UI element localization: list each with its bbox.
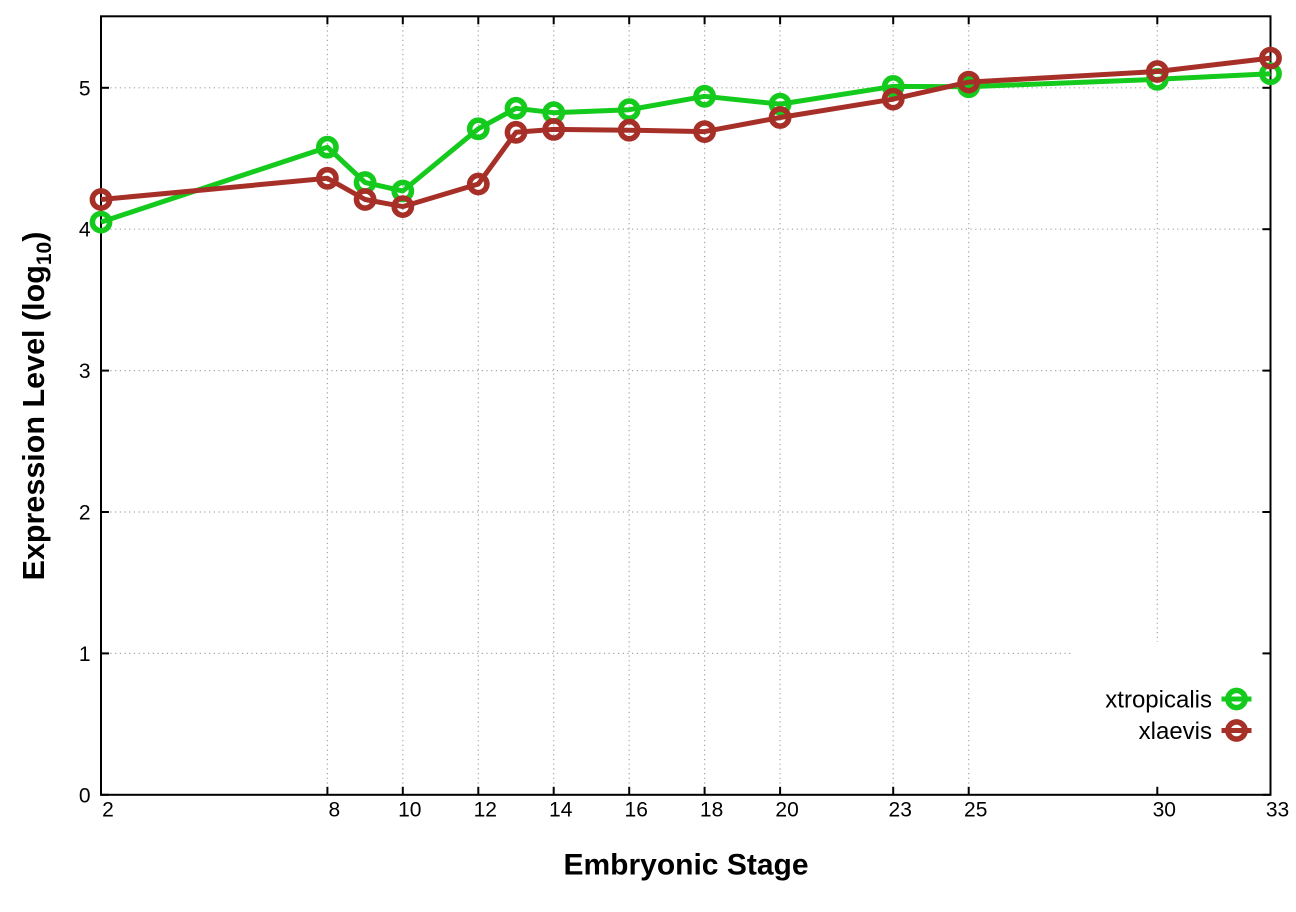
svg-text:23: 23	[889, 799, 912, 822]
svg-text:8: 8	[329, 799, 341, 822]
svg-text:12: 12	[474, 799, 497, 822]
svg-text:Expression Level (log10): Expression Level (log10)	[17, 232, 56, 581]
svg-text:25: 25	[964, 799, 987, 822]
svg-text:14: 14	[549, 799, 573, 822]
svg-text:20: 20	[775, 799, 798, 822]
svg-text:1: 1	[79, 643, 91, 666]
svg-text:2: 2	[102, 799, 114, 822]
svg-text:3: 3	[79, 360, 91, 383]
svg-text:Embryonic Stage: Embryonic Stage	[563, 849, 808, 882]
svg-text:xtropicalis: xtropicalis	[1105, 687, 1212, 714]
svg-text:18: 18	[700, 799, 723, 822]
svg-text:16: 16	[625, 799, 648, 822]
svg-text:10: 10	[398, 799, 421, 822]
svg-text:30: 30	[1153, 799, 1176, 822]
svg-text:33: 33	[1266, 799, 1289, 822]
svg-text:0: 0	[79, 784, 91, 807]
svg-text:5: 5	[79, 77, 91, 100]
svg-text:2: 2	[79, 502, 91, 525]
svg-text:4: 4	[79, 219, 91, 242]
svg-text:xlaevis: xlaevis	[1139, 718, 1212, 745]
